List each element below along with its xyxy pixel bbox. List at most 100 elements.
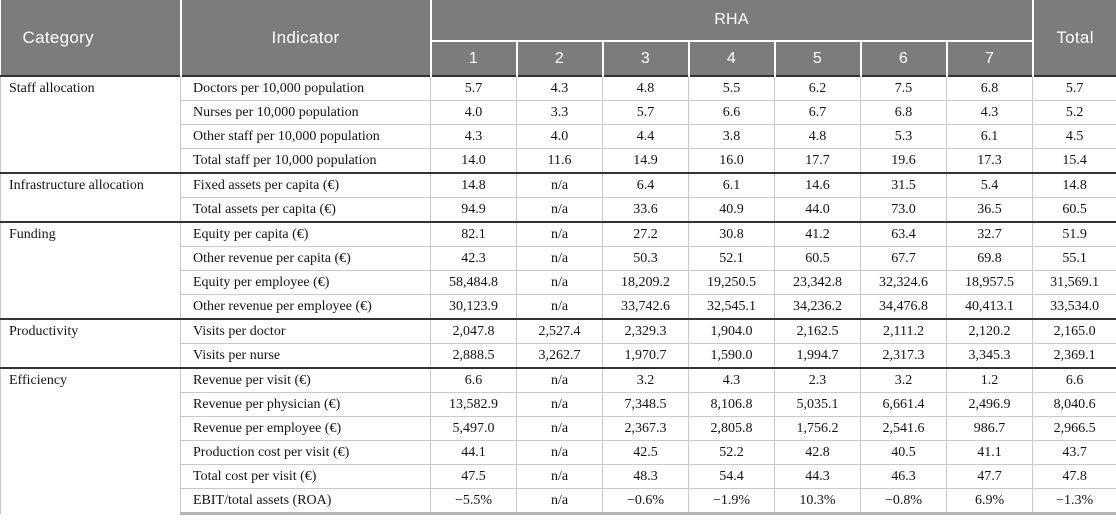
table-row: EBIT/total assets (ROA) −5.5% n/a −0.6% −1.9… (1, 488, 1116, 515)
value-cell-rha-7: 986.7 (945, 416, 1033, 441)
value-cell-rha-7: 4.3 (945, 100, 1033, 125)
value-cell-rha-2: n/a (516, 392, 603, 417)
value-cell-rha-7: 36.5 (945, 197, 1033, 222)
value-cell-rha-5: 2,162.5 (774, 318, 861, 344)
value-cell-rha-6: 63.4 (860, 221, 947, 247)
value-cell-rha-3: 2,367.3 (602, 416, 689, 441)
indicator-cell: Revenue per visit (€) (180, 367, 431, 393)
column-header-rha-6: 6 (860, 41, 948, 76)
indicator-cell: Revenue per physician (€) (180, 392, 431, 417)
total-cell: 60.5 (1032, 197, 1116, 222)
value-cell-rha-7: 17.3 (945, 148, 1033, 173)
value-cell-rha-2: n/a (516, 367, 603, 393)
value-cell-rha-5: 23,342.8 (774, 270, 861, 295)
value-cell-rha-6: 6.8 (860, 100, 947, 125)
value-cell-rha-4: 4.3 (688, 367, 775, 393)
value-cell-rha-2: n/a (516, 464, 603, 489)
value-cell-rha-3: 33,742.6 (602, 294, 689, 319)
total-cell: 14.8 (1032, 172, 1116, 198)
indicator-cell: Doctors per 10,000 population (180, 75, 431, 101)
value-cell-rha-2: n/a (516, 197, 603, 222)
value-cell-rha-2: n/a (516, 416, 603, 441)
value-cell-rha-5: 10.3% (774, 488, 861, 515)
value-cell-rha-7: 41.1 (945, 440, 1033, 465)
value-cell-rha-5: 2.3 (774, 367, 861, 393)
table-row: Other staff per 10,000 population 4.3 4.0 4… (1, 124, 1116, 149)
value-cell-rha-5: 6.2 (774, 75, 861, 101)
table-row: Infrastructure allocation Fixed assets pe… (0, 172, 1116, 222)
value-cell-rha-6: 19.6 (860, 148, 947, 173)
value-cell-rha-3: 2,329.3 (602, 318, 689, 344)
indicator-cell: Other staff per 10,000 population (180, 124, 431, 149)
value-cell-rha-3: 5.7 (602, 100, 689, 125)
value-cell-rha-4: 2,805.8 (688, 416, 775, 441)
value-cell-rha-3: 33.6 (602, 197, 689, 222)
indicator-cell: Visits per nurse (180, 343, 431, 368)
value-cell-rha-6: 46.3 (860, 464, 947, 489)
value-cell-rha-2: n/a (516, 270, 603, 295)
value-cell-rha-5: 41.2 (774, 221, 861, 247)
total-cell: 4.5 (1032, 124, 1116, 149)
value-cell-rha-4: 1,904.0 (688, 318, 775, 344)
column-header-total: Total (1032, 0, 1116, 76)
value-cell-rha-2: 4.3 (516, 75, 603, 101)
value-cell-rha-7: 6.8 (945, 75, 1033, 101)
value-cell-rha-4: 5.5 (688, 75, 775, 101)
table-body: Staff allocation Doctors per 10,000 popul… (0, 75, 1116, 515)
value-cell-rha-5: 17.7 (774, 148, 861, 173)
value-cell-rha-7: 5.4 (945, 172, 1033, 198)
value-cell-rha-6: 2,541.6 (860, 416, 947, 441)
indicator-cell: Fixed assets per capita (€) (180, 172, 431, 198)
value-cell-rha-6: 2,317.3 (860, 343, 947, 368)
table-header: Category Indicator RHA Total 1 2 3 4 5 6… (0, 0, 1116, 76)
total-cell: 6.6 (1032, 367, 1116, 393)
indicator-cell: Revenue per employee (€) (180, 416, 431, 441)
value-cell-rha-4: −1.9% (688, 488, 775, 515)
value-cell-rha-1: 44.1 (430, 440, 517, 465)
value-cell-rha-2: 3,262.7 (516, 343, 603, 368)
indicator-cell: Visits per doctor (180, 318, 431, 344)
indicator-cell: Equity per employee (€) (180, 270, 431, 295)
value-cell-rha-1: 47.5 (430, 464, 517, 489)
table-row: Revenue per employee (€) 5,497.0 n/a 2,367.… (1, 416, 1116, 441)
value-cell-rha-4: 52.2 (688, 440, 775, 465)
value-cell-rha-4: 8,106.8 (688, 392, 775, 417)
column-header-rha-3: 3 (602, 41, 690, 76)
value-cell-rha-2: n/a (516, 294, 603, 319)
value-cell-rha-3: 1,970.7 (602, 343, 689, 368)
value-cell-rha-7: 69.8 (945, 246, 1033, 271)
value-cell-rha-2: n/a (516, 221, 603, 247)
value-cell-rha-6: 73.0 (860, 197, 947, 222)
value-cell-rha-4: 6.6 (688, 100, 775, 125)
value-cell-rha-7: 47.7 (945, 464, 1033, 489)
total-cell: 33,534.0 (1032, 294, 1116, 319)
value-cell-rha-7: 6.9% (945, 488, 1033, 515)
value-cell-rha-6: 6,661.4 (860, 392, 947, 417)
table-row: Staff allocation Doctors per 10,000 popul… (0, 75, 1116, 173)
category-cell: Staff allocation (0, 75, 181, 173)
value-cell-rha-6: 34,476.8 (860, 294, 947, 319)
table-row: Revenue per physician (€) 13,582.9 n/a 7,34… (1, 392, 1116, 417)
value-cell-rha-4: 3.8 (688, 124, 775, 149)
category-cell: Productivity (0, 318, 181, 368)
category-cell: Efficiency (0, 367, 181, 514)
value-cell-rha-1: 4.3 (430, 124, 517, 149)
column-header-rha-1: 1 (430, 41, 518, 76)
category-cell: Funding (0, 221, 181, 319)
table-row: Other revenue per capita (€) 42.3 n/a 50.3 5… (1, 246, 1116, 271)
table-row: Nurses per 10,000 population 4.0 3.3 5.7 6.6… (1, 100, 1116, 125)
value-cell-rha-6: 3.2 (860, 367, 947, 393)
total-cell: 15.4 (1032, 148, 1116, 173)
value-cell-rha-2: 11.6 (516, 148, 603, 173)
value-cell-rha-5: 34,236.2 (774, 294, 861, 319)
value-cell-rha-3: −0.6% (602, 488, 689, 515)
value-cell-rha-6: 2,111.2 (860, 318, 947, 344)
value-cell-rha-2: 3.3 (516, 100, 603, 125)
value-cell-rha-5: 44.0 (774, 197, 861, 222)
value-cell-rha-5: 6.7 (774, 100, 861, 125)
table-row: Total cost per visit (€) 47.5 n/a 48.3 54.4 4… (1, 464, 1116, 489)
total-cell: 2,966.5 (1032, 416, 1116, 441)
value-cell-rha-5: 42.8 (774, 440, 861, 465)
table-row: Other revenue per employee (€) 30,123.9 n/… (1, 294, 1116, 319)
